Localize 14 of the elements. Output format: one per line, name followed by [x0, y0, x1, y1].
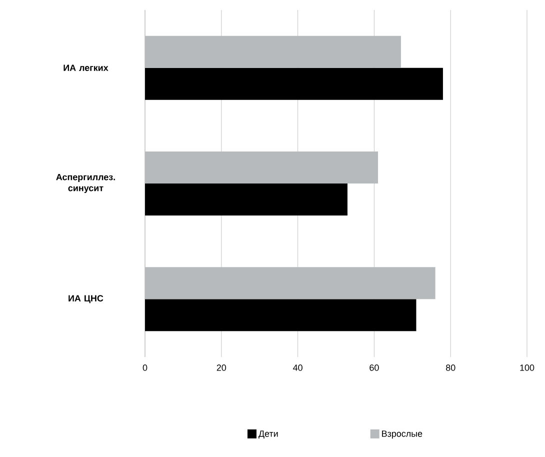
legend-label: Дети	[258, 430, 278, 439]
legend-label: Взрослые	[382, 430, 422, 439]
x-tick-label: 40	[293, 364, 302, 371]
x-tick-label: 100	[520, 364, 534, 371]
x-tick-label: 60	[370, 364, 379, 371]
y-tick-label: Аспергиллез. синусит	[56, 174, 115, 193]
bar	[145, 299, 416, 332]
x-tick-label: 80	[446, 364, 456, 371]
bar	[145, 68, 443, 100]
y-tick-label: ИА легких	[64, 64, 108, 71]
x-tick-label: 0	[142, 364, 148, 371]
x-tick-label: 20	[216, 364, 226, 371]
bar	[145, 183, 348, 216]
y-tick-label: ИА ЦНС	[68, 295, 104, 304]
